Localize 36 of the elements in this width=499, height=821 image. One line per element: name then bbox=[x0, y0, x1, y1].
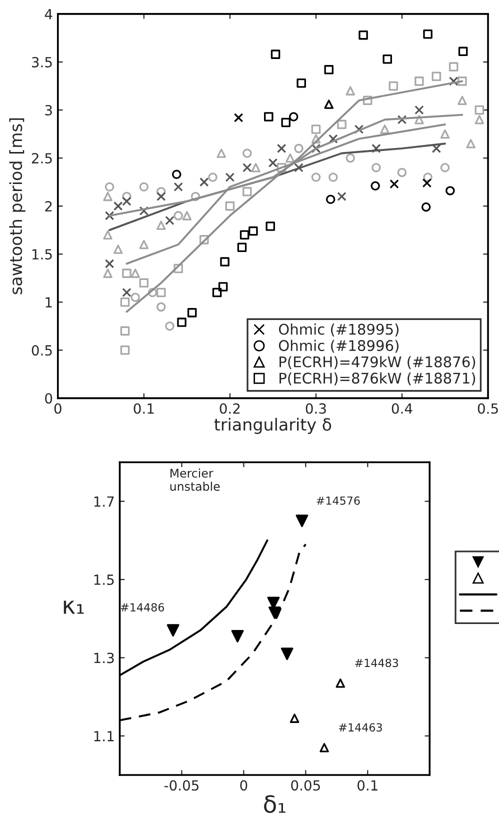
x-axis-title: triangularity δ bbox=[214, 418, 332, 434]
annotation: Mercier unstable bbox=[170, 468, 220, 491]
y-tick-label: 1 bbox=[46, 297, 52, 308]
y-tick-label: 1.5 bbox=[32, 249, 52, 260]
x-tick-label: 0.1 bbox=[134, 403, 154, 414]
legend-label: Ohmic (#18996) bbox=[278, 340, 399, 353]
legend-label: Ohmic (#18995) bbox=[278, 324, 399, 337]
x-tick-label: 0 bbox=[54, 403, 62, 414]
y-tick-label: 1.5 bbox=[94, 574, 114, 585]
y-tick-label: 3.5 bbox=[32, 56, 52, 68]
y-tick-label: 0.5 bbox=[32, 345, 52, 356]
x-axis-title: δ₁ bbox=[264, 795, 286, 813]
x-tick-label: 0.1 bbox=[358, 780, 378, 791]
y-axis-title: κ₁ bbox=[64, 600, 84, 614]
x-tick-label: 0.05 bbox=[291, 780, 320, 791]
annotation: #14463 bbox=[339, 723, 382, 732]
x-tick-label: -0.05 bbox=[164, 780, 198, 791]
x-tick-label: 0.3 bbox=[306, 403, 326, 414]
annotation: #14483 bbox=[355, 658, 398, 668]
x-tick-label: 0.4 bbox=[392, 403, 412, 414]
legend-label: P(ECRH)=876kW (#18871) bbox=[280, 372, 476, 386]
y-tick-label: 4 bbox=[44, 9, 52, 20]
annotation: #14576 bbox=[316, 496, 360, 505]
y-tick-label: 2 bbox=[45, 201, 52, 212]
y-tick-label: 1.1 bbox=[94, 731, 114, 742]
y-tick-label: 0 bbox=[45, 393, 52, 404]
y-tick-label: 1.7 bbox=[94, 496, 114, 507]
x-tick-label: 0 bbox=[240, 780, 248, 791]
y-tick-label: 1.3 bbox=[94, 652, 114, 664]
x-tick-label: 0.5 bbox=[478, 403, 498, 414]
annotation: #14486 bbox=[120, 603, 164, 612]
y-axis-title: sawtooth period [ms] bbox=[9, 118, 26, 294]
x-tick-label: 0.2 bbox=[220, 403, 240, 414]
y-tick-label: 3 bbox=[45, 104, 52, 116]
legend-label: P(ECRH)=479kW (#18876) bbox=[280, 356, 476, 370]
y-tick-label: 2.5 bbox=[32, 153, 52, 164]
